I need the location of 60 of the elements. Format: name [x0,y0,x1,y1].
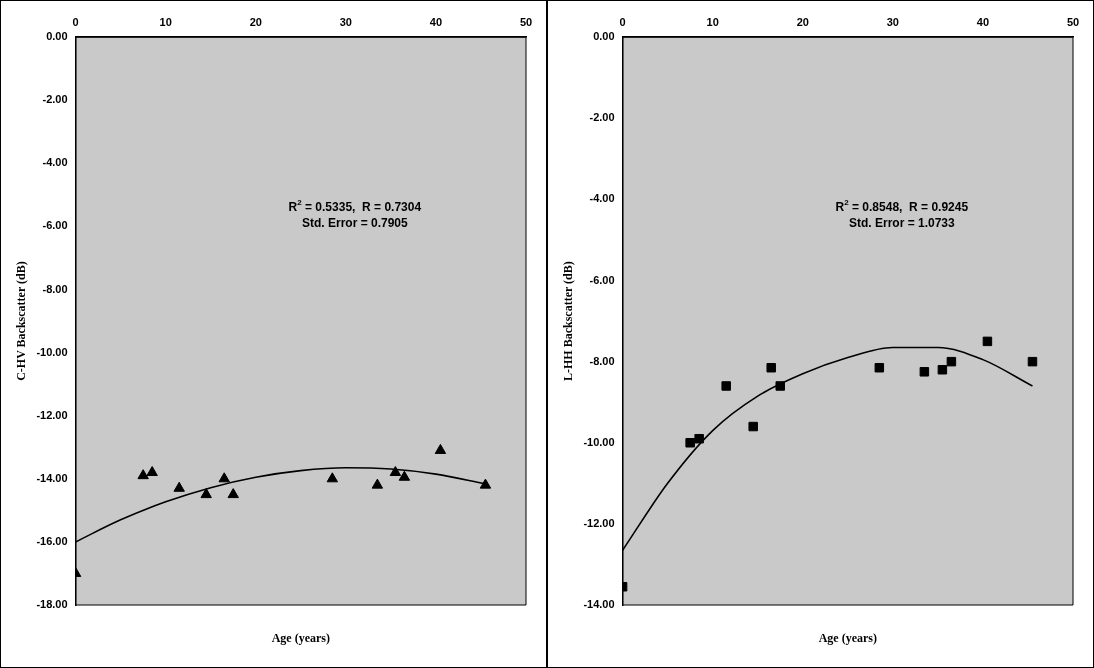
x-tick-label: 10 [159,15,172,28]
annotation: Std. Error = 0.7905 [301,215,409,230]
y-tick-label: -12.00 [36,408,68,421]
annotation: Std. Error = 1.0733 [848,215,956,230]
point [721,381,731,391]
point [200,488,212,499]
x-tick-label: 40 [976,15,990,28]
y-tick-label: -8.00 [42,282,68,295]
y-tick-label: 0.00 [593,30,615,43]
y-tick-label: -14.00 [583,598,615,611]
y-tick-label: -8.00 [589,354,615,367]
y-tick-label: -18.00 [36,598,68,611]
point [775,381,785,391]
x-tick-label: 20 [249,15,262,28]
point [748,421,758,432]
point [371,478,384,489]
y-tick-label: -14.00 [36,471,68,484]
point [919,367,930,377]
x-tick-label: 50 [1066,15,1080,28]
x-axis-title: Age (years) [271,631,330,646]
y-tick-label: -16.00 [36,534,68,547]
x-tick-label: 0 [619,15,626,28]
point [389,466,402,477]
point [874,363,885,373]
point [479,478,492,489]
point [766,363,776,373]
y-tick-label: 0.00 [46,30,68,43]
x-tick-label: 30 [339,15,352,28]
x-tick-label: 0 [72,15,79,28]
point [982,336,993,347]
point [398,470,411,481]
point [434,443,447,454]
x-tick-label: 10 [706,15,719,28]
y-tick-label: -6.00 [42,219,68,232]
y-tick-label: -4.00 [589,192,615,205]
x-tick-label: 20 [796,15,809,28]
y-tick-label: -10.00 [583,435,615,448]
point [685,438,695,448]
x-axis-title: Age (years) [818,631,877,646]
y-tick-label: -2.00 [589,111,615,124]
x-tick-label: 40 [429,15,443,28]
y-axis-title: L-HH Backscatter (dB) [561,261,576,381]
point [946,356,957,367]
point [218,472,230,483]
y-axis-title: C-HV Backscatter (dB) [14,261,29,381]
y-tick-label: -6.00 [589,273,615,286]
point [937,365,948,375]
y-tick-label: -12.00 [583,516,615,529]
point [137,469,149,480]
y-tick-label: -10.00 [36,345,68,358]
y-tick-label: -2.00 [42,93,68,106]
x-tick-label: 50 [519,15,533,28]
y-tick-label: -4.00 [42,156,68,169]
x-tick-label: 30 [886,15,899,28]
point [326,472,339,483]
point [173,481,185,492]
point [1027,356,1038,367]
point [227,488,239,499]
point [694,433,704,444]
point [146,466,158,477]
